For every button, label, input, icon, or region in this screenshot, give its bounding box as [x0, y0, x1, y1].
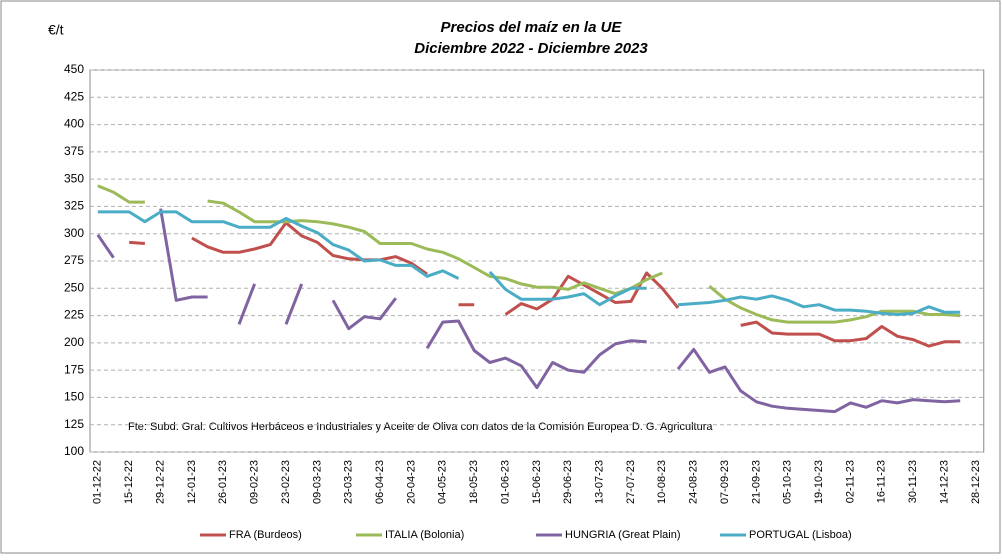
- x-tick-label: 09-03-23: [311, 460, 323, 504]
- x-tick-label: 18-05-23: [468, 460, 480, 504]
- y-tick-label: 400: [64, 117, 84, 131]
- x-tick-label: 10-08-23: [656, 460, 668, 504]
- series-line: [129, 221, 961, 348]
- x-tick-label: 24-08-23: [688, 460, 700, 504]
- y-tick-label: 100: [64, 444, 84, 458]
- legend-label: HUNGRIA (Great Plain): [565, 529, 681, 541]
- x-tick-label: 26-01-23: [217, 460, 229, 504]
- x-tick-label: 12-01-23: [186, 460, 198, 504]
- y-axis-label: €/t: [48, 22, 64, 38]
- legend-label: FRA (Burdeos): [229, 529, 302, 541]
- chart-subtitle: Diciembre 2022 - Diciembre 2023: [414, 40, 648, 57]
- x-tick-label: 14-12-23: [938, 460, 950, 504]
- y-tick-label: 175: [64, 362, 84, 376]
- y-tick-label: 250: [64, 280, 84, 294]
- source-note: Fte: Subd. Gral. Cultivos Herbáceos e In…: [128, 421, 713, 433]
- x-tick-label: 01-06-23: [499, 460, 511, 504]
- x-tick-label: 01-12-22: [92, 460, 104, 504]
- x-tick-label: 27-07-23: [625, 460, 637, 504]
- x-tick-label: 15-12-22: [123, 460, 135, 504]
- series-line: [96, 208, 961, 414]
- x-tick-label: 07-09-23: [719, 460, 731, 504]
- x-tick-label: 20-04-23: [405, 460, 417, 504]
- x-tick-label: 04-05-23: [437, 460, 449, 504]
- y-tick-label: 375: [64, 144, 84, 158]
- series-line: [97, 210, 961, 316]
- x-tick-label: 16-11-23: [876, 460, 888, 503]
- x-tick-label: 09-02-23: [249, 460, 261, 504]
- x-tick-label: 02-11-23: [844, 460, 856, 503]
- x-tick-label: 23-03-23: [343, 460, 355, 504]
- y-tick-label: 275: [64, 253, 84, 267]
- x-tick-label: 15-06-23: [531, 460, 543, 504]
- x-tick-label: 29-06-23: [562, 460, 574, 504]
- y-tick-label: 425: [64, 89, 84, 103]
- x-tick-label: 23-02-23: [280, 460, 292, 504]
- x-tick-label: 19-10-23: [813, 460, 825, 504]
- y-tick-label: 150: [64, 390, 84, 404]
- y-tick-label: 125: [64, 417, 84, 431]
- legend-label: ITALIA (Bolonia): [385, 529, 464, 541]
- y-tick-label: 350: [64, 171, 84, 185]
- x-tick-label: 05-10-23: [782, 460, 794, 504]
- x-tick-label: 30-11-23: [907, 460, 919, 503]
- y-tick-label: 200: [64, 335, 84, 349]
- y-tick-label: 225: [64, 308, 84, 322]
- x-tick-label: 13-07-23: [594, 460, 606, 504]
- y-tick-label: 450: [64, 62, 84, 76]
- y-tick-label: 300: [64, 226, 84, 240]
- legend-label: PORTUGAL (Lisboa): [749, 529, 852, 541]
- y-tick-label: 325: [64, 199, 84, 213]
- chart-title: Precios del maíz en la UE: [441, 19, 623, 36]
- x-tick-label: 29-12-22: [154, 460, 166, 504]
- x-tick-label: 21-09-23: [750, 460, 762, 504]
- x-tick-label: 28-12-23: [970, 460, 982, 504]
- x-tick-label: 06-04-23: [374, 460, 386, 504]
